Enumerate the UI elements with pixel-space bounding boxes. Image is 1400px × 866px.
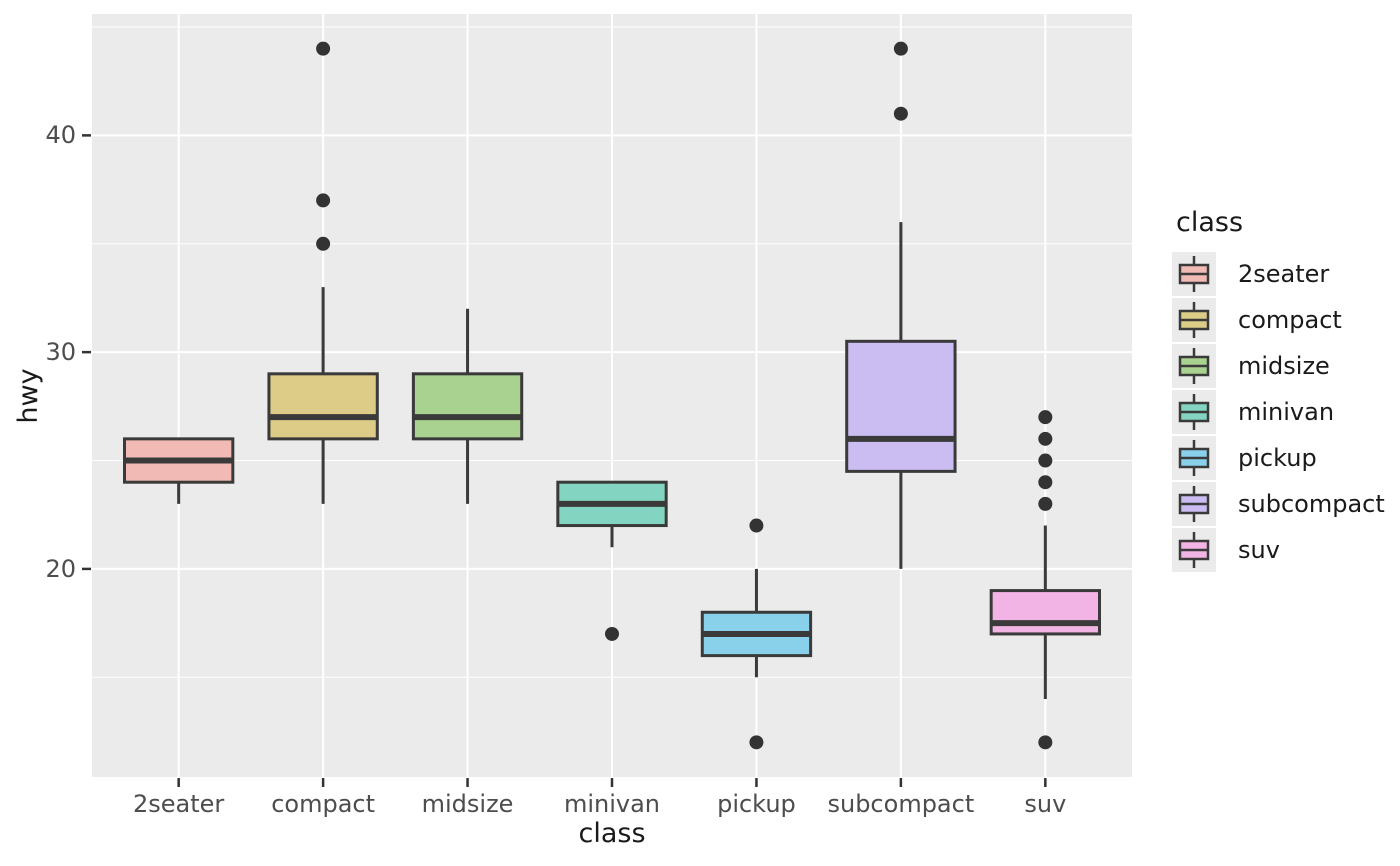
outlier-suv-12	[1038, 735, 1053, 750]
legend-label: minivan	[1238, 398, 1335, 426]
legend-title: class	[1176, 207, 1244, 238]
legend-label: subcompact	[1238, 490, 1385, 518]
outlier-suv-25	[1038, 453, 1053, 468]
y-tick-label-40: 40	[45, 121, 76, 150]
legend-item-suv: suv	[1172, 528, 1385, 572]
outlier-pickup-22	[749, 518, 764, 533]
legend-entries: 2seater compact midsize minivan pickup subcom…	[1172, 252, 1385, 572]
x-tick-label-subcompact: subcompact	[827, 790, 975, 818]
x-tick-label-midsize: midsize	[421, 790, 514, 818]
legend-item-subcompact: subcompact	[1172, 482, 1385, 526]
outlier-suv-26	[1038, 431, 1053, 446]
outlier-pickup-12	[749, 735, 764, 750]
legend-label: midsize	[1238, 352, 1330, 380]
x-tick-label-2seater: 2seater	[133, 790, 225, 818]
x-tick-label-pickup: pickup	[717, 790, 796, 818]
legend-item-2seater: 2seater	[1172, 252, 1385, 296]
x-tick-label-compact: compact	[271, 790, 376, 818]
boxplot-key-icon	[1172, 436, 1216, 480]
boxplot-key-icon	[1172, 298, 1216, 342]
boxplot-key-icon	[1172, 252, 1216, 296]
y-tick-label-30: 30	[45, 338, 76, 367]
boxplot-key-icon	[1172, 390, 1216, 434]
legend-item-midsize: midsize	[1172, 344, 1385, 388]
outlier-subcompact-41	[893, 106, 908, 121]
box-subcompact	[845, 339, 957, 473]
x-tick-label-suv: suv	[1024, 790, 1067, 818]
legend-label: 2seater	[1238, 260, 1330, 288]
outlier-minivan-17	[605, 626, 619, 641]
x-axis-title: class	[578, 818, 646, 849]
outlier-suv-24	[1038, 475, 1053, 490]
x-tick-label-minivan: minivan	[563, 790, 661, 818]
legend-item-pickup: pickup	[1172, 436, 1385, 480]
outlier-compact-35	[316, 236, 331, 251]
legend-label: suv	[1238, 536, 1280, 564]
y-tick-label-20: 20	[45, 554, 76, 583]
legend-label: pickup	[1238, 444, 1317, 472]
legend: class 2seater compact midsize minivan pickup…	[1172, 206, 1385, 574]
box-compact	[267, 372, 379, 441]
box-suv	[989, 589, 1102, 636]
boxplot-key-icon	[1172, 344, 1216, 388]
legend-item-minivan: minivan	[1172, 390, 1385, 434]
outlier-compact-44	[316, 41, 331, 56]
boxplot-key-icon	[1172, 482, 1216, 526]
outlier-subcompact-44	[893, 41, 908, 56]
legend-label: compact	[1238, 306, 1342, 334]
box-midsize	[411, 372, 524, 441]
legend-item-compact: compact	[1172, 298, 1385, 342]
outlier-compact-37	[316, 193, 331, 208]
boxplot-key-icon	[1172, 528, 1216, 572]
outlier-suv-27	[1038, 410, 1053, 425]
outlier-suv-23	[1038, 496, 1053, 511]
